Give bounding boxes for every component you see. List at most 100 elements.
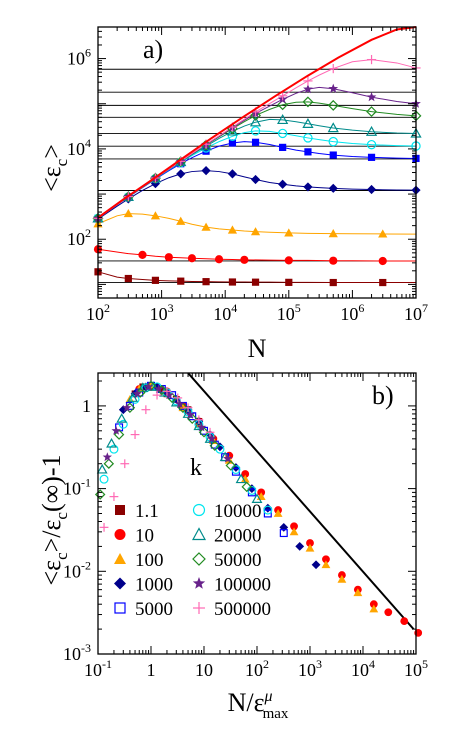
panel-a-x-tick-label: 102 bbox=[86, 301, 110, 324]
data-point-k20000 bbox=[327, 122, 339, 133]
panel-b-x-tick-label: 103 bbox=[298, 657, 322, 680]
data-point-k500000 bbox=[141, 405, 151, 415]
panel-b-legend: k 1.1 10 100 1000 5000 10000 20000 50000 100000 5… bbox=[114, 455, 271, 620]
data-point-k500000 bbox=[205, 427, 215, 437]
data-point-k20000 bbox=[302, 117, 314, 128]
data-point-k1000 bbox=[263, 503, 273, 513]
data-point-k10 bbox=[187, 254, 197, 263]
data-point-k50000 bbox=[327, 99, 339, 111]
data-point-k10 bbox=[240, 255, 249, 264]
data-point-k100 bbox=[240, 474, 250, 483]
data-point-k5000 bbox=[263, 509, 272, 518]
legend-label-10: 10 bbox=[135, 526, 154, 547]
data-point-k100000 bbox=[111, 425, 121, 435]
data-point-k1000 bbox=[303, 182, 313, 192]
panel-b-x-tick-label: 10 bbox=[195, 660, 213, 680]
data-point-k100000 bbox=[102, 452, 112, 462]
data-point-k100 bbox=[369, 604, 379, 613]
data-point-k100 bbox=[250, 227, 261, 236]
legend-label-10000: 10000 bbox=[214, 501, 262, 522]
panel-b-x-tick-label: 104 bbox=[351, 657, 375, 680]
data-point-k5000 bbox=[329, 151, 337, 159]
series-line-k100 bbox=[97, 213, 417, 235]
data-point-k100 bbox=[150, 211, 161, 220]
data-point-k100000 bbox=[223, 453, 233, 463]
panel-a-label: a) bbox=[143, 35, 163, 64]
data-point-k100 bbox=[289, 527, 299, 536]
data-point-k100 bbox=[305, 543, 315, 552]
legend-label-20000: 20000 bbox=[214, 526, 262, 547]
data-point-k5000 bbox=[304, 148, 312, 156]
legend-marker-5000 bbox=[114, 602, 126, 614]
data-point-k1000 bbox=[201, 166, 211, 176]
data-point-k50000 bbox=[209, 440, 221, 451]
data-point-k50000 bbox=[94, 489, 106, 500]
panel-a-y-tick-label: 104 bbox=[67, 136, 91, 159]
panel-a-x-tick-label: 103 bbox=[150, 301, 174, 324]
data-point-k50000 bbox=[225, 460, 237, 471]
data-point-k1000 bbox=[328, 183, 338, 193]
data-point-k10 bbox=[306, 539, 314, 547]
data-point-k50000 bbox=[241, 481, 252, 493]
data-point-k500000 bbox=[109, 492, 119, 502]
data-point-k50000 bbox=[366, 106, 377, 118]
data-point-k100000 bbox=[143, 381, 154, 391]
data-point-k10000 bbox=[227, 131, 238, 142]
data-point-k1.1 bbox=[124, 274, 132, 283]
data-point-k5000 bbox=[279, 143, 287, 151]
data-point-k10000 bbox=[250, 126, 261, 136]
panel-b-y-tick-label: 10-3 bbox=[63, 641, 91, 664]
data-point-k100 bbox=[201, 222, 211, 231]
panel-a-x-tick-label: 104 bbox=[213, 301, 237, 324]
panel-b-x-tick-label: 10-1 bbox=[84, 657, 112, 680]
data-point-k100 bbox=[123, 208, 133, 218]
data-point-k500000 bbox=[152, 390, 162, 400]
data-point-k100000 bbox=[122, 402, 132, 412]
legend-label-100000: 100000 bbox=[214, 575, 271, 596]
data-point-k500000 bbox=[328, 63, 338, 74]
data-point-k10000 bbox=[328, 136, 338, 147]
data-point-k1000 bbox=[227, 169, 238, 179]
panel-b-label: b) bbox=[372, 381, 394, 410]
data-point-k10000 bbox=[366, 139, 377, 150]
data-point-k20000 bbox=[365, 125, 378, 136]
panel-b-ticks: 10-1 1 10 102 103 104 105 10-3 10-2 10-1 1 bbox=[63, 396, 428, 680]
data-point-k100000 bbox=[164, 390, 174, 400]
legend-marker-1.1 bbox=[115, 505, 125, 515]
data-point-k1.1 bbox=[228, 278, 237, 286]
limit-curve bbox=[97, 26, 417, 219]
panel-a-x-tick-label: 105 bbox=[277, 301, 301, 324]
data-point-k50000 bbox=[302, 96, 314, 108]
legend-label-5000: 5000 bbox=[135, 599, 173, 620]
data-point-k10 bbox=[384, 608, 393, 617]
data-point-k100000 bbox=[175, 399, 185, 409]
panel-b-x-axis-label: N/εμ max bbox=[228, 688, 289, 722]
data-point-k10 bbox=[378, 256, 387, 266]
data-point-k10000 bbox=[277, 128, 288, 139]
data-point-k100000 bbox=[328, 83, 339, 93]
panel-b-y-tick-label: 10-1 bbox=[63, 476, 91, 499]
legend-label-1000: 1000 bbox=[135, 575, 173, 596]
data-point-k1.1 bbox=[151, 276, 160, 284]
reference-slope-line bbox=[187, 372, 415, 630]
data-point-k500000 bbox=[366, 54, 377, 65]
panel-a-y-tick-label: 106 bbox=[67, 46, 91, 69]
data-point-k10 bbox=[290, 522, 298, 531]
data-point-k100000 bbox=[132, 388, 142, 398]
data-point-k10 bbox=[369, 600, 378, 609]
data-point-k10000 bbox=[263, 505, 273, 515]
data-point-k500000 bbox=[194, 415, 204, 425]
data-point-k100000 bbox=[154, 384, 164, 393]
data-point-k1000 bbox=[231, 463, 241, 472]
data-point-k5000 bbox=[367, 153, 376, 161]
data-point-k50000 bbox=[103, 458, 115, 469]
data-point-k20000 bbox=[235, 473, 247, 484]
data-point-k1000 bbox=[279, 522, 289, 532]
series-line-k1.1 bbox=[97, 271, 416, 284]
data-point-k500000 bbox=[99, 522, 109, 532]
panel-b-y-axis-label: <εc>/εc(∞)-1 bbox=[37, 454, 71, 585]
legend-marker-10000 bbox=[192, 503, 206, 517]
data-point-k1.1 bbox=[177, 277, 185, 285]
data-point-k20000 bbox=[249, 116, 262, 127]
legend-title: k bbox=[190, 455, 202, 481]
